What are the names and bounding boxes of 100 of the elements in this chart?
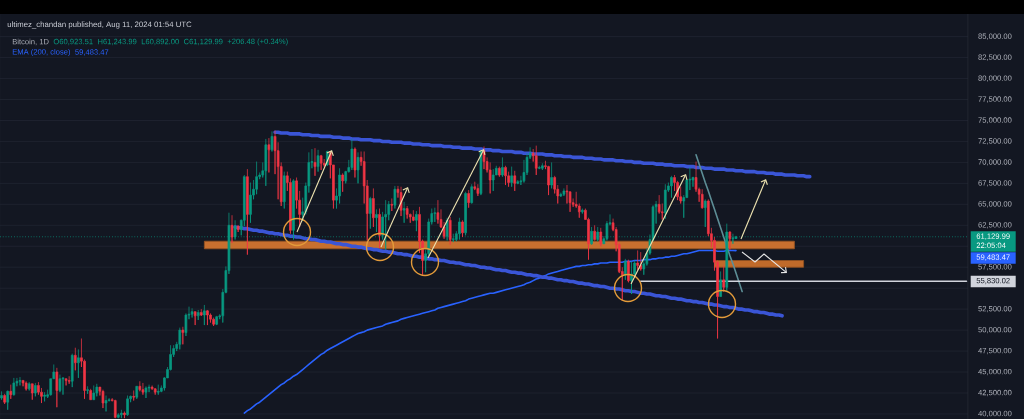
candlestick — [593, 224, 596, 241]
candlestick — [703, 198, 707, 228]
candlestick — [464, 191, 467, 236]
candlestick — [550, 162, 553, 189]
candlestick — [501, 156, 504, 178]
candlestick — [123, 411, 126, 419]
candlestick — [6, 390, 9, 411]
candlestick — [203, 304, 206, 326]
candlestick — [470, 183, 474, 204]
candlestick — [412, 209, 415, 222]
candlestick — [113, 399, 117, 419]
candlestick — [156, 384, 160, 396]
candlestick — [212, 317, 215, 327]
candlestick — [541, 162, 544, 171]
candlestick — [445, 217, 449, 241]
candlestick — [58, 374, 62, 393]
candlestick — [433, 207, 437, 223]
candlestick — [190, 307, 194, 318]
candlestick — [246, 168, 249, 256]
candlestick — [319, 154, 323, 171]
candlestick — [627, 259, 630, 283]
candlestick — [559, 192, 563, 198]
candlestick — [120, 409, 123, 419]
candlestick — [599, 227, 603, 247]
candlestick — [150, 385, 154, 391]
candlestick — [402, 201, 406, 224]
candlestick — [89, 388, 92, 401]
candlestick — [117, 412, 120, 419]
candlestick — [498, 166, 501, 178]
candlestick — [513, 170, 517, 192]
candlestick — [581, 208, 584, 214]
candlestick — [722, 265, 725, 292]
candlestick — [64, 378, 68, 386]
candlestick — [153, 387, 157, 396]
candlestick — [264, 138, 268, 187]
candlestick — [467, 189, 470, 209]
candlestick — [101, 389, 105, 409]
candlestick — [510, 166, 513, 188]
candlestick — [126, 395, 129, 417]
candlestick — [719, 271, 722, 297]
candlestick — [448, 216, 452, 245]
candlestick — [209, 312, 212, 323]
candlestick — [181, 326, 185, 345]
candlestick — [639, 251, 643, 271]
candlestick — [316, 149, 320, 172]
candlestick — [249, 182, 252, 224]
candlestick — [196, 309, 200, 321]
candlestick — [375, 208, 378, 233]
candlestick — [538, 165, 541, 170]
candlestick — [24, 380, 28, 391]
candlestick — [61, 376, 65, 396]
candlestick — [135, 385, 139, 400]
candlestick — [547, 165, 550, 196]
candlestick — [461, 219, 464, 238]
candlestick — [282, 171, 286, 209]
candlestick — [30, 383, 34, 401]
candlestick — [74, 347, 77, 371]
candlestick — [562, 188, 566, 197]
candlestick — [476, 183, 480, 197]
candlestick — [725, 223, 729, 292]
candlestick — [292, 178, 295, 240]
line-series — [695, 154, 743, 293]
candlestick — [27, 381, 31, 391]
candlestick — [43, 391, 46, 402]
candlestick — [55, 367, 59, 408]
candlestick — [393, 185, 397, 209]
candlestick — [384, 199, 387, 250]
candlestick — [21, 380, 25, 387]
candlestick — [95, 383, 99, 397]
candlestick — [624, 258, 627, 281]
candlestick — [132, 390, 135, 401]
candlestick — [3, 393, 6, 405]
candlestick — [199, 308, 203, 317]
candlestick — [313, 147, 317, 177]
candlestick — [104, 395, 108, 412]
candlestick — [86, 385, 89, 395]
candlestick — [700, 188, 704, 209]
candlestick — [230, 214, 234, 244]
candlestick — [415, 210, 418, 232]
candlestick — [390, 198, 394, 212]
candlestick — [491, 168, 495, 192]
candlestick — [141, 382, 145, 396]
candlestick — [0, 390, 3, 401]
candlestick — [353, 146, 357, 178]
candlestick — [9, 384, 13, 400]
candlestick — [322, 158, 326, 167]
candlestick — [636, 250, 639, 271]
candlestick — [12, 377, 16, 396]
candlestick — [596, 226, 600, 242]
candlestick — [534, 145, 538, 176]
candlestick — [436, 199, 440, 224]
candlestick — [590, 226, 593, 245]
candlestick — [18, 376, 22, 386]
candlestick — [77, 349, 80, 379]
candlestick — [341, 172, 344, 193]
candlestick — [193, 311, 197, 326]
candlestick — [369, 196, 372, 230]
candlestick — [144, 385, 148, 399]
candlestick — [67, 375, 71, 385]
candlestick — [267, 137, 271, 173]
